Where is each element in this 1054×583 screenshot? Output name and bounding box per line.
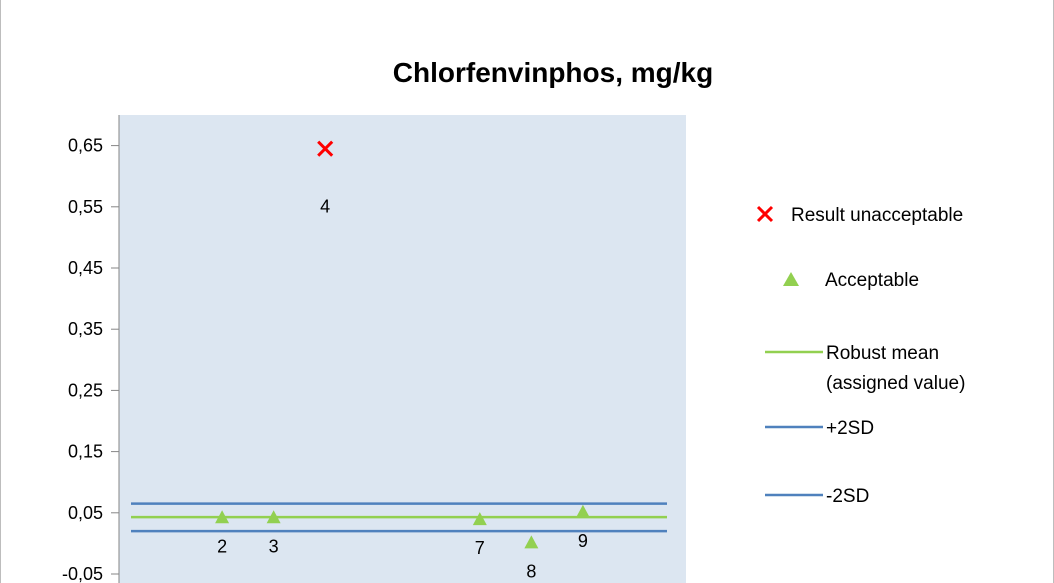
data-point-label: 3 xyxy=(269,536,279,556)
y-tick-label: 0,15 xyxy=(68,442,103,462)
legend-entry-line: Robust mean (assigned value) xyxy=(765,343,965,394)
data-point-triangle-marker xyxy=(266,510,281,524)
y-tick-label: 0,65 xyxy=(68,136,103,156)
data-point-x-marker xyxy=(317,140,334,157)
data-point-label: 9 xyxy=(578,531,588,551)
data-point-triangle-marker xyxy=(472,512,487,526)
y-tick-label: 0,35 xyxy=(68,319,103,339)
data-point-triangle-marker xyxy=(524,535,539,549)
legend-label: Acceptable xyxy=(825,270,919,291)
data-point-label: 7 xyxy=(475,538,485,558)
legend-triangle-icon xyxy=(783,272,799,286)
data-point-label: 2 xyxy=(217,536,227,556)
data-point-label: 4 xyxy=(320,197,330,217)
legend-label: +2SD xyxy=(826,418,874,439)
legend-entry-acceptable: Acceptable xyxy=(783,270,919,291)
data-point-triangle-marker xyxy=(215,510,230,524)
y-tick-label: 0,25 xyxy=(68,380,103,400)
y-axis-ticks: 0,65 0,55 0,45 0,35 0,25 0,15 0,05 -0,05 xyxy=(62,136,119,583)
plot-area xyxy=(119,115,686,583)
chart-title: Chlorfenvinphos, mg/kg xyxy=(393,57,713,88)
data-point-triangle-marker xyxy=(575,504,590,518)
data-point-label: 8 xyxy=(526,561,536,581)
y-tick-label: -0,05 xyxy=(62,564,103,583)
legend-label-line2: (assigned value) xyxy=(826,373,965,394)
y-tick-label: 0,55 xyxy=(68,197,103,217)
legend-entry-line: +2SD xyxy=(765,418,874,439)
legend-entry-unacceptable: Result unacceptable xyxy=(756,205,963,226)
y-tick-label: 0,05 xyxy=(68,503,103,523)
y-tick-label: 0,45 xyxy=(68,258,103,278)
legend-label: Result unacceptable xyxy=(791,205,963,226)
legend: Result unacceptable Acceptable Robust mean… xyxy=(756,205,965,507)
legend-entry-line: -2SD xyxy=(765,486,869,507)
legend-label: -2SD xyxy=(826,486,869,507)
data-markers: 4 2 3 7 8 9 xyxy=(215,140,590,581)
legend-label: Robust mean xyxy=(826,343,939,364)
